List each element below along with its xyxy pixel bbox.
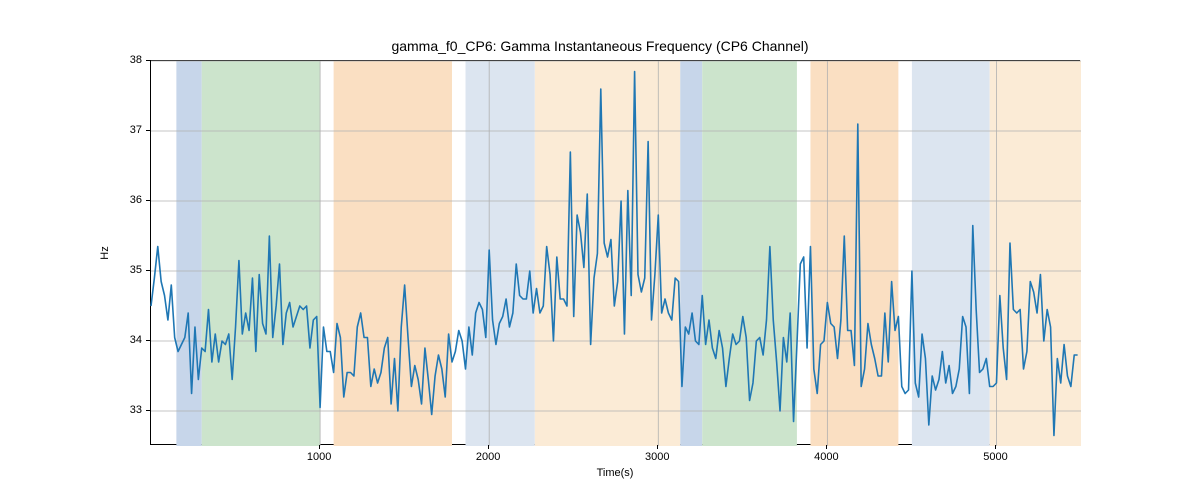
ytick-label: 33 xyxy=(118,404,142,416)
event-band xyxy=(176,61,201,446)
y-axis-label: Hz xyxy=(99,246,111,259)
event-band xyxy=(990,61,1081,446)
xtick-mark xyxy=(319,445,320,449)
event-band xyxy=(680,61,702,446)
ytick-mark xyxy=(146,270,150,271)
xtick-label: 4000 xyxy=(814,451,838,463)
chart-title: gamma_f0_CP6: Gamma Instantaneous Freque… xyxy=(0,38,1200,54)
ytick-mark xyxy=(146,60,150,61)
ytick-mark xyxy=(146,130,150,131)
ytick-mark xyxy=(146,410,150,411)
ytick-label: 37 xyxy=(118,124,142,136)
ytick-label: 36 xyxy=(118,194,142,206)
ytick-mark xyxy=(146,200,150,201)
ytick-label: 35 xyxy=(118,264,142,276)
xtick-mark xyxy=(826,445,827,449)
xtick-label: 5000 xyxy=(983,451,1007,463)
xtick-label: 1000 xyxy=(307,451,331,463)
ytick-label: 38 xyxy=(118,54,142,66)
plot-area xyxy=(150,60,1080,445)
figure: gamma_f0_CP6: Gamma Instantaneous Freque… xyxy=(0,0,1200,500)
xtick-label: 3000 xyxy=(645,451,669,463)
xtick-label: 2000 xyxy=(476,451,500,463)
ytick-mark xyxy=(146,340,150,341)
ytick-label: 34 xyxy=(118,334,142,346)
xtick-mark xyxy=(488,445,489,449)
event-band xyxy=(810,61,898,446)
xtick-mark xyxy=(657,445,658,449)
event-band xyxy=(202,61,320,446)
x-axis-label: Time(s) xyxy=(597,467,634,479)
event-band xyxy=(912,61,990,446)
event-band xyxy=(466,61,535,446)
plot-svg xyxy=(151,61,1081,446)
xtick-mark xyxy=(995,445,996,449)
